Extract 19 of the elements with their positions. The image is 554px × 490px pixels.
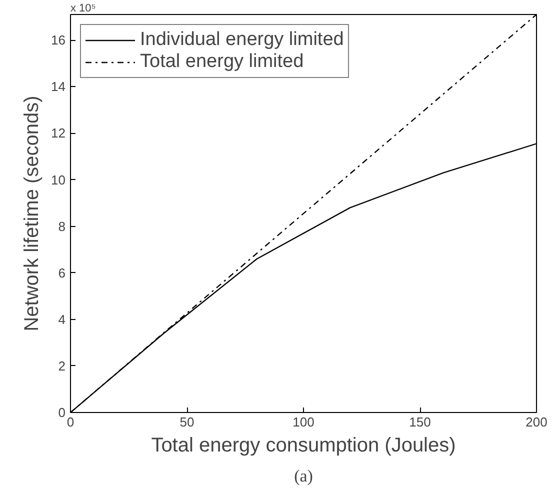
x-tick-label: 200: [526, 414, 548, 430]
y-tick-label: 4: [58, 312, 66, 327]
text: (a): [294, 466, 313, 486]
y-tick-label: 16: [51, 32, 66, 48]
y-tick-label: 2: [58, 358, 66, 374]
y-tick-label: 14: [51, 79, 66, 94]
x-tick-label: 150: [409, 414, 431, 430]
text: x 10⁵: [70, 2, 96, 14]
y-tick-label: 12: [51, 126, 66, 141]
y-tick-label: 8: [58, 218, 66, 234]
x-tick-label: 100: [292, 414, 314, 430]
y-tick-label: 6: [58, 265, 66, 280]
y-tick-label: 10: [51, 172, 66, 188]
legend-label: Total energy limited: [140, 51, 304, 73]
y-axis-title: Network lifetime (seconds): [21, 96, 44, 332]
x-tick-label: 50: [180, 414, 194, 430]
legend-label: Individual energy limited: [140, 29, 344, 51]
x-axis-title: Total energy consumption (Joules): [151, 434, 456, 456]
y-tick-label: 0: [58, 405, 66, 420]
